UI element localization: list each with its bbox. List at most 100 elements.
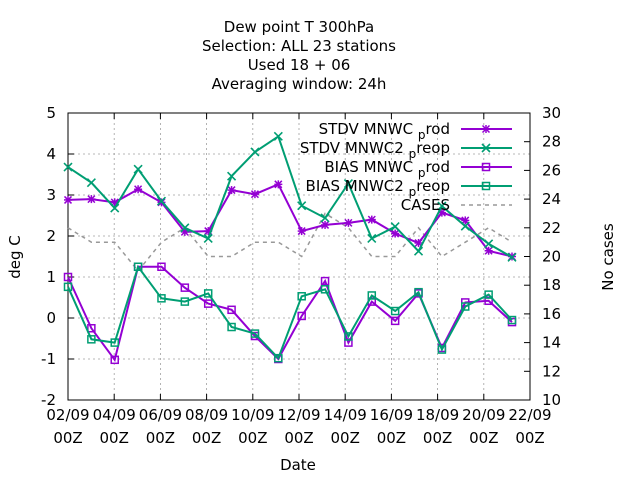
- legend-marker: [481, 162, 491, 172]
- y-tick-label: 5: [46, 104, 56, 122]
- y-axis-label: deg C: [6, 235, 24, 279]
- data-point: [63, 282, 73, 292]
- y-tick-label: -2: [41, 391, 56, 409]
- title-line: Used 18 + 06: [248, 56, 351, 74]
- data-point: [414, 287, 423, 297]
- series-line: [67, 264, 513, 361]
- data-point: [250, 329, 260, 338]
- legend-label: STDV MNWC2 preop: [300, 139, 450, 161]
- series-line: [67, 212, 513, 273]
- x-tick-label-hour: 00Z: [53, 429, 82, 447]
- data-point: [157, 294, 166, 303]
- data-point: [87, 335, 96, 344]
- title-line: Selection: ALL 23 stations: [202, 37, 396, 55]
- data-point: [390, 306, 400, 316]
- data-point: [156, 196, 167, 206]
- title-line: Averaging window: 24h: [212, 75, 387, 93]
- series-line: [67, 134, 513, 259]
- series-2: [63, 262, 517, 365]
- data-point: [414, 238, 423, 248]
- legend-label: BIAS MNWC2 preop: [306, 177, 450, 199]
- data-point: [227, 305, 236, 315]
- x-tick-label-day: 22/09: [508, 406, 551, 424]
- x-tick-label-day: 12/09: [277, 406, 320, 424]
- data-point: [110, 203, 120, 213]
- y-tick-label: 1: [46, 268, 56, 286]
- legend-label: CASES: [401, 196, 450, 214]
- y2-tick-label: 18: [542, 276, 561, 294]
- series-line: [67, 183, 513, 258]
- legend-marker: [481, 124, 491, 134]
- data-point: [180, 223, 190, 233]
- data-point: [297, 292, 306, 301]
- data-point: [507, 252, 517, 262]
- x-tick-label-hour: 00Z: [192, 429, 221, 447]
- legend-label: BIAS MNWC prod: [324, 158, 450, 180]
- data-point: [86, 178, 96, 188]
- data-point: [227, 186, 236, 195]
- y2-tick-label: 30: [542, 104, 561, 122]
- legend-marker: [481, 181, 491, 191]
- x-tick-label-hour: 00Z: [515, 429, 544, 447]
- data-point: [484, 296, 493, 306]
- data-point: [227, 171, 237, 181]
- series: [63, 131, 517, 365]
- data-point: [250, 190, 259, 199]
- x-axis-label: Date: [280, 456, 316, 474]
- x-tick-label-hour: 00Z: [284, 429, 313, 447]
- data-point: [437, 345, 447, 354]
- y-tick-label: 4: [46, 145, 56, 163]
- x-tick-label-hour: 00Z: [377, 429, 406, 447]
- y2-tick-label: 12: [542, 362, 561, 380]
- data-point: [413, 246, 424, 256]
- series-0: [63, 180, 517, 261]
- data-point: [367, 291, 377, 300]
- data-point: [367, 233, 377, 244]
- data-point: [203, 289, 213, 298]
- x-tick-label-hour: 00Z: [146, 429, 175, 447]
- data-point: [133, 164, 143, 174]
- x-tick-label-hour: 00Z: [331, 429, 360, 447]
- data-point: [461, 302, 470, 311]
- x-tick-label-day: 02/09: [46, 406, 89, 424]
- data-point: [203, 299, 213, 308]
- y2-tick-label: 20: [542, 248, 561, 266]
- data-point: [134, 185, 143, 194]
- data-point: [63, 272, 73, 282]
- x-tick-label-day: 04/09: [93, 406, 136, 424]
- x-tick-label-day: 14/09: [324, 406, 367, 424]
- x-tick-label-day: 20/09: [462, 406, 505, 424]
- data-point: [274, 353, 283, 363]
- data-point: [484, 239, 494, 249]
- data-point: [344, 218, 353, 227]
- data-point: [390, 316, 400, 326]
- x-tick-label-hour: 00Z: [469, 429, 498, 447]
- x-tick-label-day: 08/09: [185, 406, 228, 424]
- data-point: [297, 227, 306, 236]
- y-tick-label: 2: [46, 227, 56, 245]
- data-point: [133, 262, 143, 271]
- data-point: [87, 324, 96, 333]
- series-4: [67, 212, 513, 273]
- data-point: [320, 276, 330, 286]
- y2-tick-label: 28: [542, 133, 561, 151]
- x-tick-label-day: 18/09: [416, 406, 459, 424]
- data-point: [437, 201, 447, 211]
- data-point: [274, 180, 283, 189]
- y-tick-label: 0: [46, 309, 56, 327]
- axis-ticks: -2-1012345101214161820222426283002/0900Z…: [41, 104, 561, 447]
- y-tick-label: 3: [46, 186, 56, 204]
- data-point: [273, 131, 283, 141]
- y2-axis-label: No cases: [599, 223, 617, 291]
- data-point: [227, 322, 236, 332]
- data-point: [460, 221, 470, 231]
- y-tick-label: -1: [41, 350, 56, 368]
- x-tick-label-hour: 00Z: [238, 429, 267, 447]
- data-point: [63, 162, 73, 172]
- x-tick-label-day: 16/09: [370, 406, 413, 424]
- data-point: [344, 338, 353, 347]
